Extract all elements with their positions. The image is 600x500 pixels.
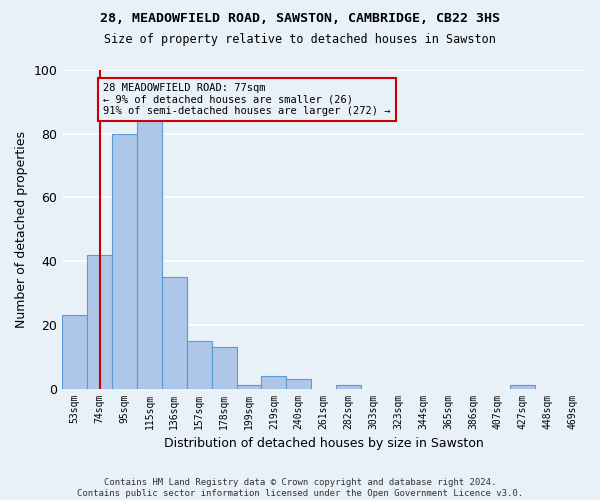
- Bar: [262, 376, 286, 388]
- Y-axis label: Number of detached properties: Number of detached properties: [15, 131, 28, 328]
- X-axis label: Distribution of detached houses by size in Sawston: Distribution of detached houses by size …: [164, 437, 484, 450]
- Bar: [187, 341, 212, 388]
- Bar: [162, 277, 187, 388]
- Bar: [511, 386, 535, 388]
- Bar: [137, 121, 162, 388]
- Bar: [236, 386, 262, 388]
- Bar: [212, 347, 236, 389]
- Bar: [112, 134, 137, 388]
- Text: Contains HM Land Registry data © Crown copyright and database right 2024.
Contai: Contains HM Land Registry data © Crown c…: [77, 478, 523, 498]
- Text: 28, MEADOWFIELD ROAD, SAWSTON, CAMBRIDGE, CB22 3HS: 28, MEADOWFIELD ROAD, SAWSTON, CAMBRIDGE…: [100, 12, 500, 26]
- Bar: [62, 316, 87, 388]
- Bar: [286, 379, 311, 388]
- Bar: [87, 255, 112, 388]
- Text: 28 MEADOWFIELD ROAD: 77sqm
← 9% of detached houses are smaller (26)
91% of semi-: 28 MEADOWFIELD ROAD: 77sqm ← 9% of detac…: [103, 82, 391, 116]
- Bar: [336, 386, 361, 388]
- Text: Size of property relative to detached houses in Sawston: Size of property relative to detached ho…: [104, 32, 496, 46]
